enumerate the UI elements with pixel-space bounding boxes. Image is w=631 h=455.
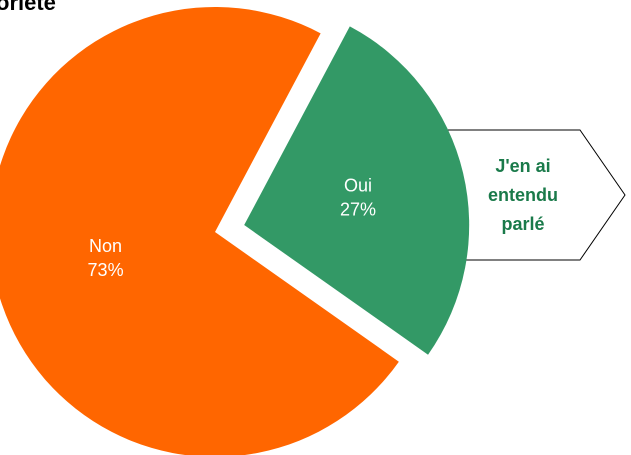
annotation-line: parlé	[501, 214, 544, 234]
slice-value-label: 73%	[88, 260, 124, 280]
chart-title: oriete	[0, 0, 56, 15]
annotation-line: entendu	[488, 185, 558, 205]
pie-slice	[0, 7, 399, 455]
slice-label: Oui	[344, 176, 372, 196]
pie-slice	[244, 26, 470, 355]
slice-value-label: 27%	[340, 200, 376, 220]
slice-label: Non	[89, 236, 122, 256]
annotation-line: J'en ai	[495, 156, 550, 176]
annotation: J'en ai entendu parlé	[488, 156, 558, 234]
